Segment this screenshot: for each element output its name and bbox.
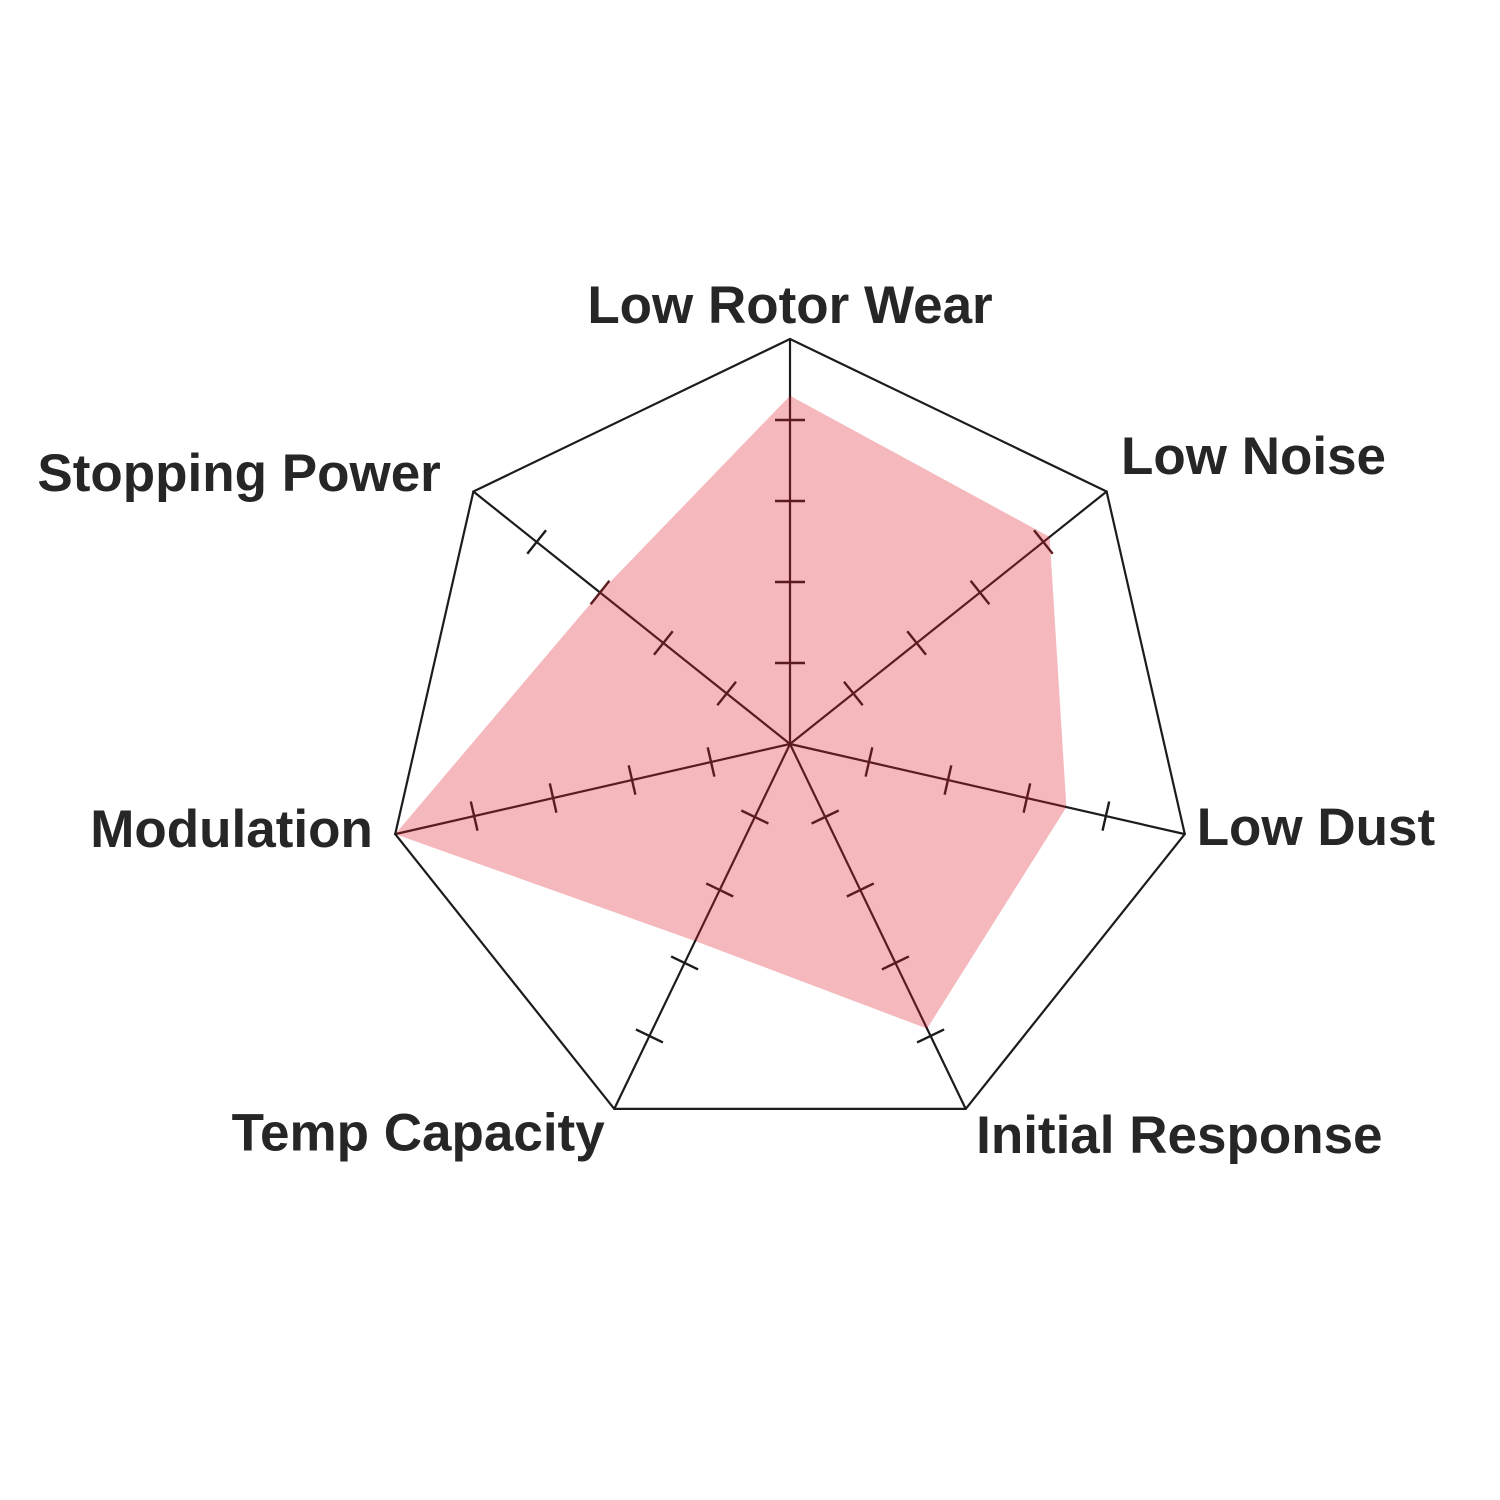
svg-text:Low Rotor Wear: Low Rotor Wear <box>587 276 992 335</box>
svg-text:Initial Response: Initial Response <box>976 1106 1382 1165</box>
svg-text:Low Dust: Low Dust <box>1197 798 1435 857</box>
svg-text:Stopping Power: Stopping Power <box>37 444 440 503</box>
svg-text:Low Noise: Low Noise <box>1121 427 1386 486</box>
svg-text:Modulation: Modulation <box>90 800 373 859</box>
svg-text:Temp Capacity: Temp Capacity <box>232 1104 606 1163</box>
